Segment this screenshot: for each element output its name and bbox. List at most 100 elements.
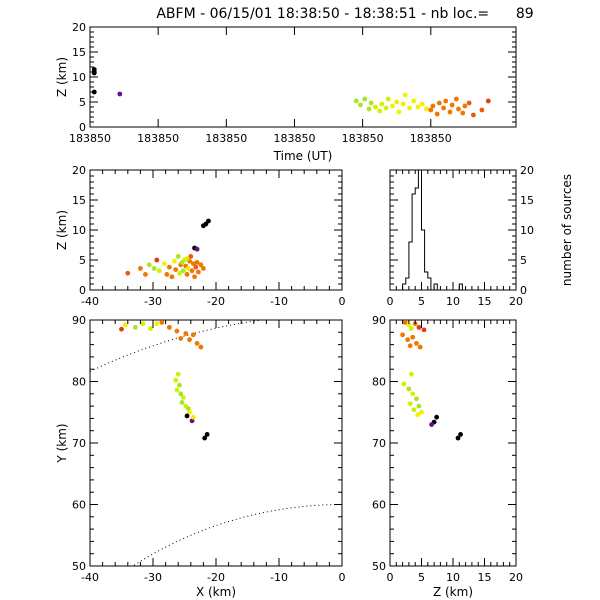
source-point — [373, 104, 378, 110]
source-point — [400, 332, 405, 338]
source-point — [194, 340, 200, 346]
source-point — [441, 105, 446, 111]
source-point — [377, 108, 383, 114]
panel-plan-view: -40 -30 -20 -10 0 50 60 70 80 90 X (km) Y (km) — [55, 314, 346, 599]
panel-time-height-yticks: 0 5 10 15 20 — [72, 21, 516, 134]
x-tick-label: -10 — [270, 571, 288, 584]
source-point — [406, 322, 412, 328]
y-tick-label: 0 — [79, 121, 86, 134]
source-point — [368, 100, 374, 106]
source-point — [138, 266, 143, 271]
source-point — [414, 396, 419, 402]
source-point — [424, 106, 429, 112]
source-point — [201, 266, 206, 271]
source-point — [132, 324, 138, 330]
source-point — [172, 258, 177, 264]
source-point — [353, 98, 359, 104]
x-tick-label: 5 — [418, 295, 425, 308]
source-point — [91, 89, 97, 95]
source-point — [187, 409, 192, 415]
y-tick-label: 5 — [79, 96, 86, 109]
x-tick-label: -40 — [81, 295, 99, 308]
source-point — [166, 324, 172, 330]
source-point — [402, 92, 408, 98]
source-point — [183, 331, 189, 336]
y-tick-label: 70 — [72, 437, 86, 450]
source-point — [188, 254, 194, 259]
x-tick-label: -30 — [144, 571, 162, 584]
source-point — [156, 268, 162, 274]
source-point — [390, 103, 395, 109]
panel-z-y: 0 5 10 15 20 50 60 70 80 90 Z (km) — [372, 314, 523, 599]
x-tick-label: 10 — [446, 571, 460, 584]
panel-height-histogram: 0 5 10 15 20 0 5 10 15 20 number of sources — [387, 164, 575, 308]
panel-z-y-yticks: 50 60 70 80 90 — [372, 314, 516, 573]
source-point — [151, 266, 157, 271]
x-tick-label: 183850 — [137, 132, 179, 145]
x-tick-label: 0 — [387, 295, 394, 308]
y-tick-label: 15 — [520, 194, 534, 207]
source-point — [415, 104, 421, 110]
source-point — [402, 320, 408, 325]
source-point — [415, 412, 421, 418]
source-point — [466, 100, 472, 106]
panel-z-y-xticks: 0 5 10 15 20 — [387, 320, 523, 584]
source-point — [185, 266, 191, 271]
source-point — [122, 322, 128, 328]
source-point — [194, 246, 200, 252]
x-tick-label: 0 — [339, 571, 346, 584]
source-point — [194, 260, 200, 265]
source-point — [204, 431, 210, 437]
source-point — [161, 261, 167, 266]
source-point — [180, 395, 186, 400]
source-point — [184, 413, 190, 419]
panel-x-height-xticks: -40 -30 -20 -10 0 — [81, 170, 346, 308]
source-point — [201, 223, 206, 229]
y-tick-label: 60 — [372, 499, 386, 512]
source-point — [416, 324, 422, 330]
source-point — [193, 264, 199, 270]
x-tick-label: 183850 — [273, 132, 315, 145]
source-point — [198, 262, 204, 268]
y-tick-label: 20 — [520, 164, 534, 177]
source-point — [455, 435, 461, 441]
source-point — [190, 414, 196, 420]
source-point — [447, 109, 453, 115]
source-point — [407, 343, 413, 349]
source-point — [177, 270, 182, 276]
y-tick-label: 15 — [72, 46, 86, 59]
z-y-xlabel: Z (km) — [433, 585, 473, 599]
source-point — [416, 403, 422, 409]
range-ring — [89, 319, 262, 372]
source-point — [419, 409, 424, 415]
x-tick-label: -20 — [207, 571, 225, 584]
source-point — [460, 110, 466, 116]
source-point — [187, 337, 192, 343]
source-point — [173, 267, 179, 272]
source-point — [436, 100, 442, 106]
x-tick-label: -30 — [144, 295, 162, 308]
source-point — [180, 268, 186, 274]
source-point — [379, 101, 385, 107]
plan-view-ylabel: Y (km) — [55, 423, 69, 463]
x-tick-label: 20 — [509, 571, 523, 584]
time-height-xlabel: Time (UT) — [273, 149, 333, 163]
x-tick-label: 15 — [478, 571, 492, 584]
panel-histogram-yticks: 0 5 10 15 20 — [390, 164, 534, 297]
source-point — [429, 422, 434, 427]
source-point — [411, 98, 417, 104]
source-point — [198, 344, 204, 350]
source-point — [396, 109, 402, 115]
source-point — [428, 107, 434, 113]
x-tick-label: 0 — [387, 571, 394, 584]
x-tick-label: 15 — [478, 295, 492, 308]
time-height-ylabel: Z (km) — [55, 57, 69, 97]
y-tick-label: 50 — [72, 560, 86, 573]
source-point — [154, 321, 160, 327]
source-point — [407, 105, 412, 111]
panel-x-height: -40 -30 -20 -10 0 0 5 10 15 20 Z (km) — [55, 164, 346, 308]
source-point — [385, 96, 391, 102]
source-point — [383, 105, 389, 111]
y-tick-label: 15 — [72, 194, 86, 207]
source-point — [195, 269, 201, 275]
